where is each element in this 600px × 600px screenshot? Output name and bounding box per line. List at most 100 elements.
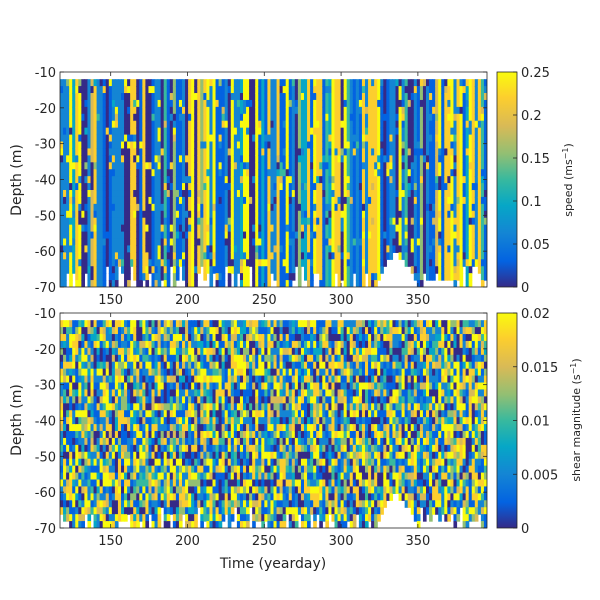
heatmap-cell xyxy=(117,437,122,446)
heatmap-cell xyxy=(90,389,95,397)
heatmap-cell xyxy=(102,396,107,404)
heatmap-cell xyxy=(389,231,394,240)
heatmap-cell xyxy=(206,252,211,260)
heatmap-cell xyxy=(105,451,110,460)
heatmap-cell xyxy=(102,266,107,274)
heatmap-cell xyxy=(194,183,198,191)
heatmap-cell xyxy=(169,169,174,177)
heatmap-cell xyxy=(139,479,143,488)
heatmap-cell xyxy=(117,210,122,219)
heatmap-cell xyxy=(267,176,272,184)
heatmap-cell xyxy=(279,106,284,115)
heatmap-cell xyxy=(111,361,116,370)
heatmap-cell xyxy=(206,238,211,247)
heatmap-cell xyxy=(422,252,427,260)
heatmap-cell xyxy=(374,127,378,136)
heatmap-cell xyxy=(325,162,329,170)
heatmap-cell xyxy=(459,113,464,122)
heatmap-cell xyxy=(270,127,275,136)
heatmap-cell xyxy=(102,507,107,515)
heatmap-cell xyxy=(114,444,119,453)
heatmap-cell xyxy=(87,203,92,212)
heatmap-cell xyxy=(331,259,336,267)
heatmap-cell xyxy=(200,127,204,136)
heatmap-cell xyxy=(136,458,140,467)
heatmap-cell xyxy=(145,99,150,108)
heatmap-cell xyxy=(352,245,357,253)
heatmap-cell xyxy=(398,210,403,219)
heatmap-cell xyxy=(258,190,262,198)
heatmap-cell xyxy=(422,210,427,219)
heatmap-cell xyxy=(102,340,107,349)
heatmap-cell xyxy=(444,134,448,143)
heatmap-cell xyxy=(285,273,290,281)
heatmap-cell xyxy=(410,99,415,108)
heatmap-cell xyxy=(313,176,317,184)
heatmap-cell xyxy=(416,134,421,143)
heatmap-cell xyxy=(255,203,259,212)
heatmap-cell xyxy=(349,183,354,191)
heatmap-cell xyxy=(325,183,329,191)
heatmap-cell xyxy=(139,354,143,363)
heatmap-cell xyxy=(288,155,293,163)
heatmap-cell xyxy=(93,190,98,198)
heatmap-cell xyxy=(90,375,95,384)
heatmap-cell xyxy=(328,280,333,287)
heatmap-cell xyxy=(96,472,101,481)
heatmap-cell xyxy=(270,162,275,170)
heatmap-cell xyxy=(124,127,128,136)
heatmap-cell xyxy=(75,458,79,467)
heatmap-cell xyxy=(307,86,311,94)
heatmap-cell xyxy=(148,93,153,101)
heatmap-cell xyxy=(102,203,107,212)
heatmap-cell xyxy=(191,210,195,219)
heatmap-cell xyxy=(410,141,415,150)
heatmap-cell xyxy=(78,472,82,481)
heatmap-cell xyxy=(72,320,76,328)
heatmap-cell xyxy=(294,86,299,94)
heatmap-cell xyxy=(273,217,278,226)
heatmap-cell xyxy=(136,106,140,115)
heatmap-cell xyxy=(130,252,134,260)
heatmap-cell xyxy=(404,245,409,253)
heatmap-cell xyxy=(419,120,424,129)
heatmap-cell xyxy=(78,403,82,411)
heatmap-cell xyxy=(169,183,174,191)
heatmap-cell xyxy=(78,361,82,370)
heatmap-cell xyxy=(182,238,186,247)
heatmap-cell xyxy=(136,340,140,349)
heatmap-cell xyxy=(374,266,378,274)
heatmap-cell xyxy=(63,410,67,418)
heatmap-cell xyxy=(261,190,265,198)
heatmap-cell xyxy=(297,238,302,247)
heatmap-cell xyxy=(270,86,275,94)
heatmap-cell xyxy=(139,465,143,474)
heatmap-cell xyxy=(346,162,351,170)
heatmap-cell xyxy=(178,196,183,205)
heatmap-cell xyxy=(374,155,378,163)
heatmap-cell xyxy=(130,148,134,156)
heatmap-cell xyxy=(328,266,333,274)
heatmap-cell xyxy=(63,141,67,150)
heatmap-cell xyxy=(267,86,272,94)
heatmap-cell xyxy=(371,120,375,129)
heatmap-cell xyxy=(151,224,156,233)
heatmap-cell xyxy=(105,231,110,240)
heatmap-cell xyxy=(81,79,85,87)
heatmap-cell xyxy=(477,266,482,274)
heatmap-cell xyxy=(227,273,232,281)
heatmap-cell xyxy=(227,259,232,267)
heatmap-cell xyxy=(99,424,104,432)
heatmap-cell xyxy=(66,245,70,253)
heatmap-cell xyxy=(316,93,320,101)
heatmap-cell xyxy=(105,472,110,481)
heatmap-cell xyxy=(371,155,375,163)
heatmap-cell xyxy=(432,106,436,115)
heatmap-cell xyxy=(444,99,448,108)
heatmap-cell xyxy=(169,113,174,122)
heatmap-cell xyxy=(401,176,406,184)
heatmap-cell xyxy=(258,203,262,212)
heatmap-cell xyxy=(398,183,403,191)
heatmap-cell xyxy=(111,465,116,474)
heatmap-cell xyxy=(197,224,201,233)
